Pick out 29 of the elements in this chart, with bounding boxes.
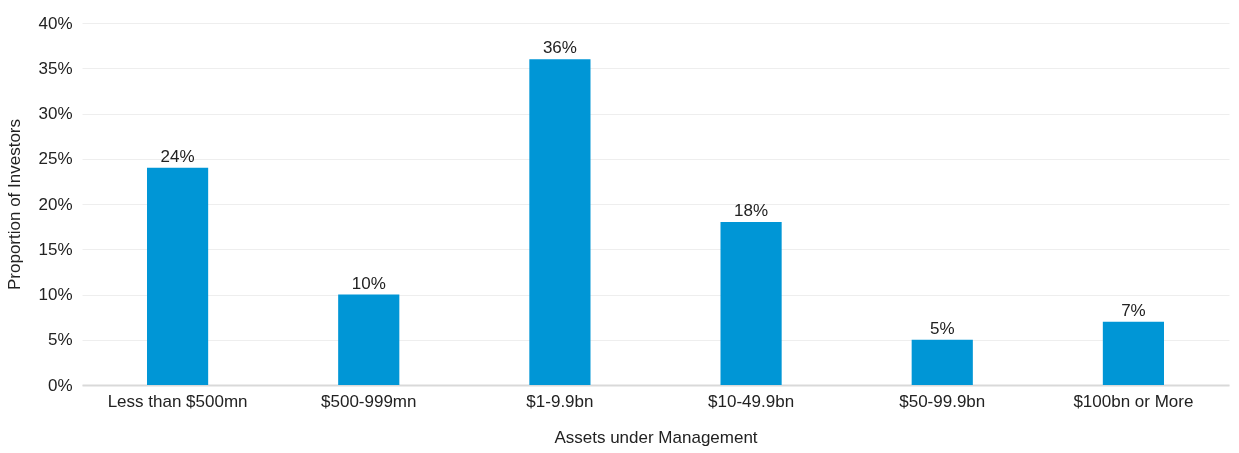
y-axis-title: Proportion of Investors <box>5 118 25 291</box>
data-label: 5% <box>929 318 955 338</box>
bar <box>529 59 591 385</box>
y-tick-label: 25% <box>38 149 73 169</box>
y-tick-label: 15% <box>38 239 73 259</box>
bar <box>338 294 400 385</box>
x-tick-label: $10-49.9bn <box>708 391 795 411</box>
data-label: 7% <box>1121 300 1146 320</box>
x-tick-label: $500-999mn <box>321 391 417 411</box>
bar <box>720 222 782 385</box>
data-label: 24% <box>160 146 195 166</box>
y-tick-label: 20% <box>38 194 73 214</box>
x-axis-title: Assets under Management <box>554 427 758 447</box>
y-tick-label: 0% <box>47 375 73 395</box>
data-label: 18% <box>734 201 769 221</box>
x-tick-label: $50-99.9bn <box>899 391 986 411</box>
y-tick-label: 5% <box>47 330 73 350</box>
bar <box>147 167 209 385</box>
bar <box>911 339 973 385</box>
data-label: 36% <box>542 38 577 58</box>
y-tick-label: 40% <box>38 13 73 33</box>
bar <box>1102 321 1164 385</box>
y-tick-label: 10% <box>38 285 73 304</box>
y-tick-label: 30% <box>38 104 73 123</box>
x-tick-label: $1-9.9bn <box>526 391 594 411</box>
y-tick-label: 35% <box>38 58 73 78</box>
x-tick-label: Less than $500mn <box>107 391 248 411</box>
x-tick-label: $100bn or More <box>1073 391 1194 411</box>
data-label: 10% <box>351 273 386 293</box>
